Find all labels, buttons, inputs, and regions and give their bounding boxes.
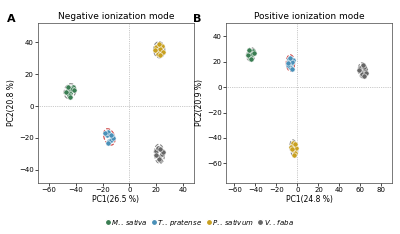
Point xyxy=(247,56,253,60)
Y-axis label: PC2(20.9 %): PC2(20.9 %) xyxy=(195,80,204,126)
Point xyxy=(108,138,114,141)
Point xyxy=(291,153,298,156)
Point xyxy=(156,49,162,52)
Point xyxy=(105,141,111,145)
Point xyxy=(157,147,164,151)
Point xyxy=(362,67,368,71)
Point xyxy=(67,95,74,99)
Point xyxy=(157,158,164,162)
Point xyxy=(251,51,258,55)
Point xyxy=(157,47,164,51)
Point xyxy=(249,52,256,56)
Point xyxy=(153,154,160,157)
Point xyxy=(289,60,295,63)
Point xyxy=(362,71,369,75)
X-axis label: PC1(26.5 %): PC1(26.5 %) xyxy=(92,195,140,205)
Point xyxy=(67,91,74,95)
Point xyxy=(288,145,294,149)
Point xyxy=(105,130,111,133)
Point xyxy=(102,131,108,135)
Point xyxy=(158,152,165,156)
Point xyxy=(246,51,252,55)
Point xyxy=(109,135,115,138)
Point xyxy=(359,70,366,74)
Point xyxy=(292,143,298,146)
Point xyxy=(153,45,160,49)
Point xyxy=(250,50,256,53)
Point xyxy=(103,133,110,137)
Point xyxy=(286,57,292,61)
Point xyxy=(157,53,164,57)
Legend: $\it{M.}$. $\it{sativa}$, $\it{T.}$. $\it{pratense}$, $\it{P.}$. $\it{sativum}$,: $\it{M.}$. $\it{sativa}$, $\it{T.}$. $\i… xyxy=(104,214,296,230)
Point xyxy=(357,66,364,70)
Point xyxy=(156,42,162,46)
Point xyxy=(156,155,162,159)
Point xyxy=(154,52,161,55)
Point xyxy=(108,133,114,137)
Point xyxy=(289,148,295,151)
Point xyxy=(66,93,72,97)
Point xyxy=(360,65,367,69)
Point xyxy=(64,85,71,89)
Point xyxy=(290,141,296,145)
Point xyxy=(152,49,158,52)
Point xyxy=(248,57,254,61)
Point xyxy=(110,136,116,140)
Point xyxy=(160,50,166,54)
Y-axis label: PC2(20.8 %): PC2(20.8 %) xyxy=(7,80,16,126)
Point xyxy=(289,67,295,71)
Point xyxy=(293,146,300,150)
Point xyxy=(290,58,296,62)
Point xyxy=(246,48,252,52)
Point xyxy=(285,61,291,65)
Point xyxy=(248,55,254,58)
Point xyxy=(359,64,366,67)
Point xyxy=(106,139,112,143)
Point xyxy=(285,64,291,67)
Point xyxy=(158,44,165,48)
Point xyxy=(63,90,70,94)
Point xyxy=(156,157,162,161)
Title: Positive ionization mode: Positive ionization mode xyxy=(254,12,364,21)
Point xyxy=(160,150,166,154)
Text: B: B xyxy=(193,14,201,24)
Point xyxy=(64,88,71,92)
Point xyxy=(291,149,298,153)
Point xyxy=(154,146,161,149)
Point xyxy=(356,69,363,72)
Point xyxy=(71,88,78,92)
Point xyxy=(68,87,75,91)
Text: A: A xyxy=(7,14,16,24)
Point xyxy=(289,144,295,147)
X-axis label: PC1(24.8 %): PC1(24.8 %) xyxy=(286,195,332,205)
Point xyxy=(287,56,293,60)
Point xyxy=(245,53,251,57)
Point xyxy=(358,73,365,76)
Point xyxy=(360,74,367,77)
Point xyxy=(292,151,298,155)
Point xyxy=(287,65,293,69)
Point xyxy=(153,149,160,153)
Title: Negative ionization mode: Negative ionization mode xyxy=(58,12,174,21)
Point xyxy=(288,62,294,66)
Point xyxy=(70,85,76,89)
